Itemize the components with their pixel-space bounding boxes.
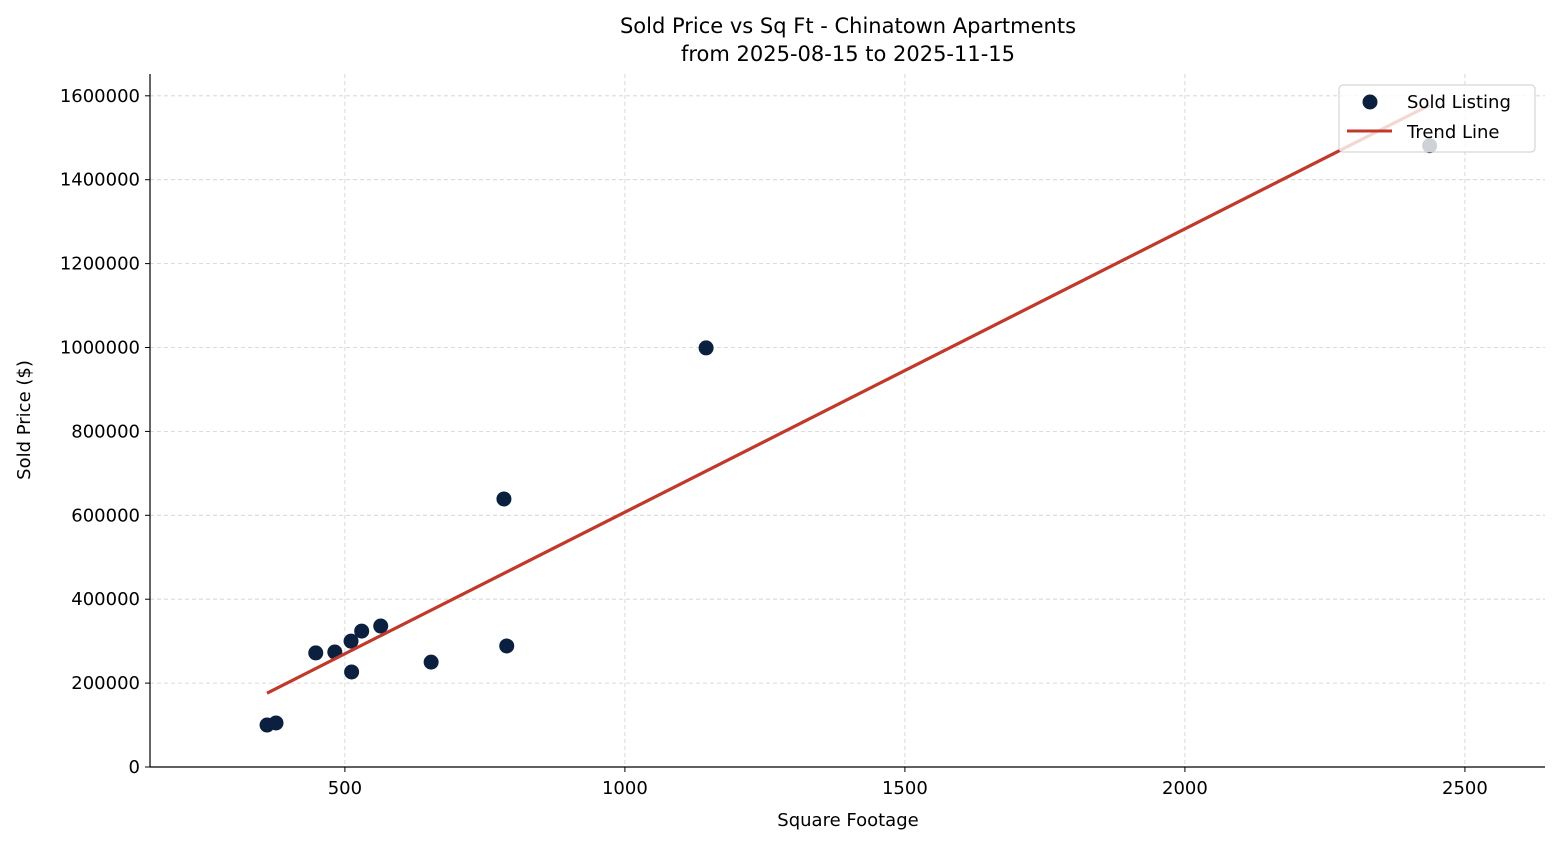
y-axis-label: Sold Price ($) — [14, 360, 35, 480]
x-tick-label: 2000 — [1162, 778, 1208, 799]
legend-label-trend-line: Trend Line — [1406, 122, 1500, 143]
x-tick-label: 1000 — [602, 778, 648, 799]
y-tick-label: 1000000 — [60, 338, 140, 359]
legend: Sold Listing Trend Line — [1338, 84, 1536, 153]
data-point — [373, 618, 389, 634]
data-point — [308, 645, 324, 661]
x-tick-label: 1500 — [882, 778, 928, 799]
plot-marks — [259, 103, 1438, 733]
y-tick-label: 1200000 — [60, 254, 140, 275]
data-point — [499, 638, 515, 654]
y-tick-label: 1400000 — [60, 170, 140, 191]
trend-line — [266, 103, 1431, 695]
grid — [150, 74, 1545, 768]
y-tick-label: 400000 — [71, 589, 140, 610]
data-point — [344, 664, 360, 680]
data-point — [354, 623, 370, 639]
chart-subtitle: from 2025-08-15 to 2025-11-15 — [681, 42, 1015, 66]
chart-title: Sold Price vs Sq Ft - Chinatown Apartmen… — [620, 14, 1076, 38]
x-tick-label: 500 — [328, 778, 362, 799]
x-tick-label: 2500 — [1442, 778, 1488, 799]
y-tick-label: 1600000 — [60, 86, 140, 107]
data-point — [496, 491, 512, 507]
y-tick-label: 800000 — [71, 421, 140, 442]
data-point — [268, 715, 284, 731]
data-point — [343, 633, 359, 649]
data-point — [698, 340, 714, 356]
x-axis-label: Square Footage — [777, 810, 918, 831]
ticks: 500 1000 1500 2000 2500 0 200000 400000 600000 80… — [60, 86, 1488, 799]
y-tick-label: 200000 — [71, 673, 140, 694]
y-tick-label: 0 — [129, 757, 140, 778]
legend-label-sold-listing: Sold Listing — [1407, 92, 1511, 113]
data-point — [423, 654, 439, 670]
legend-marker-sold-listing — [1362, 94, 1378, 110]
y-tick-label: 600000 — [71, 505, 140, 526]
